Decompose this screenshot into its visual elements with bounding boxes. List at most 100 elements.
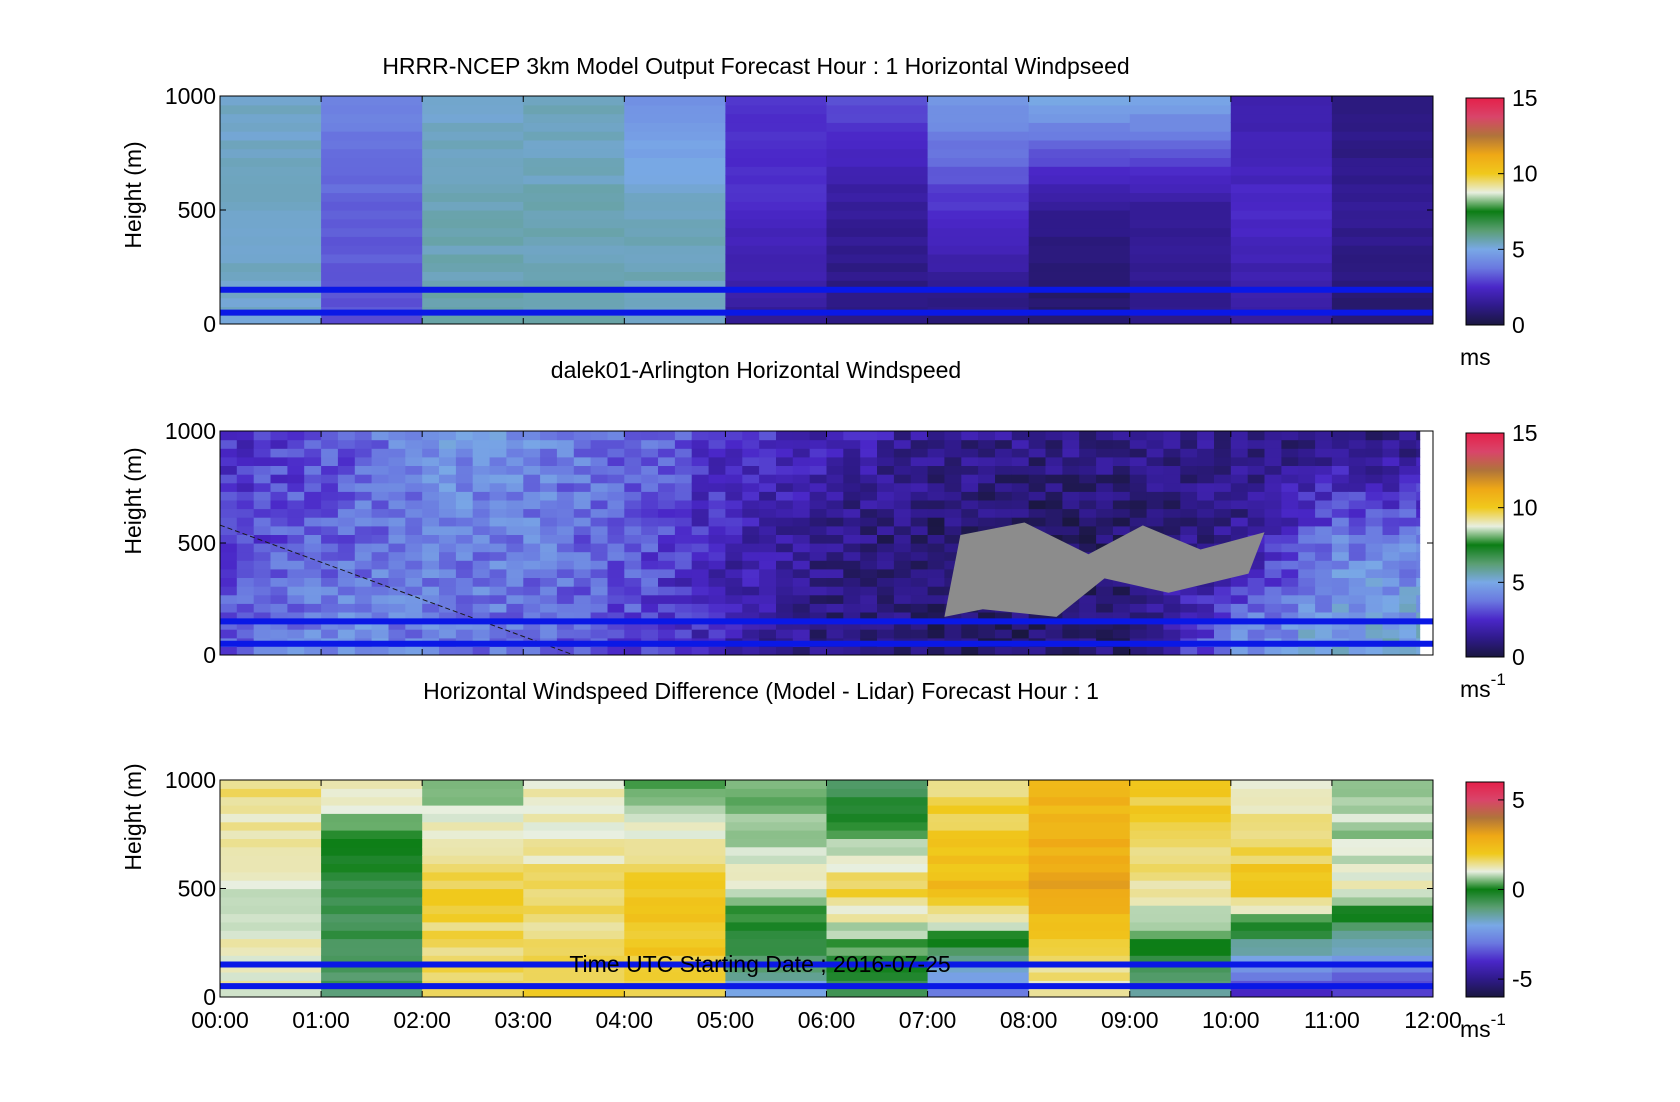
heatmap-cell (439, 482, 457, 492)
heatmap-cell (321, 620, 339, 630)
heatmap-cell (422, 439, 440, 449)
heatmap-cell (270, 499, 288, 510)
heatmap-cell (506, 499, 524, 510)
heatmap-cell (472, 646, 491, 655)
panel-model: HRRR-NCEP 3km Model Output Forecast Hour… (120, 53, 1538, 370)
heatmap-cell (725, 880, 828, 890)
heatmap-cell (523, 280, 625, 290)
heatmap-cell (1230, 646, 1249, 655)
heatmap-cell (1028, 439, 1047, 449)
heatmap-cell (927, 227, 1030, 237)
heatmap-cell (1214, 586, 1232, 596)
heatmap-cell (354, 577, 373, 587)
heatmap-cell (1230, 122, 1333, 132)
heatmap-cell (472, 439, 491, 449)
heatmap-cell (978, 611, 996, 622)
heatmap-cell (472, 577, 491, 587)
heatmap-cell (1247, 482, 1266, 492)
heatmap-cell (472, 620, 491, 630)
heatmap-cell (1112, 482, 1131, 492)
heatmap-cell (1331, 955, 1433, 965)
heatmap-cell (354, 534, 373, 544)
heatmap-cell (725, 913, 828, 923)
heatmap-cell (826, 448, 844, 458)
heatmap-cell (860, 620, 878, 630)
heatmap-cell (708, 482, 726, 492)
heatmap-cell (1079, 611, 1097, 622)
heatmap-cell (1399, 439, 1417, 449)
heatmap-cell (1129, 838, 1232, 848)
heatmap-cell (1298, 568, 1316, 578)
heatmap-cell (725, 586, 743, 596)
heatmap-cell (489, 620, 507, 630)
heatmap-cell (910, 482, 929, 492)
heatmap-cell (287, 491, 305, 501)
heatmap-cell (725, 201, 828, 211)
x-tick-label: 04:00 (596, 1007, 654, 1033)
heatmap-cell (1315, 474, 1333, 484)
heatmap-cell (523, 431, 541, 441)
heatmap-cell (927, 594, 945, 604)
heatmap-cell (809, 448, 828, 458)
heatmap-cell (691, 431, 710, 441)
heatmap-cell (422, 245, 524, 255)
heatmap-cell (927, 846, 1030, 856)
heatmap-cell (220, 499, 238, 510)
x-tick-label: 11:00 (1304, 1007, 1360, 1033)
heatmap-cell (354, 629, 373, 639)
heatmap-cell (371, 499, 389, 510)
heatmap-cell (523, 474, 541, 484)
heatmap-cell (877, 456, 895, 466)
heatmap-cell (1230, 245, 1333, 255)
heatmap-cell (1331, 465, 1350, 475)
heatmap-cell (1331, 805, 1433, 814)
heatmap-cell (1028, 863, 1131, 873)
heatmap-cell (944, 456, 962, 466)
heatmap-cell (489, 482, 507, 492)
heatmap-cell (1298, 491, 1316, 501)
heatmap-cell (472, 508, 491, 518)
heatmap-cell (944, 448, 962, 458)
heatmap-cell (1129, 805, 1232, 814)
heatmap-cell (641, 448, 659, 458)
heatmap-cell (523, 586, 541, 596)
heatmap-cell (523, 560, 541, 570)
heatmap-cell (556, 620, 575, 630)
heatmap-cell (1011, 517, 1030, 527)
heatmap-cell (624, 166, 726, 176)
heatmap-cell (540, 568, 558, 578)
heatmap-cell (1298, 611, 1316, 622)
heatmap-cell (826, 788, 929, 798)
heatmap-cell (422, 280, 524, 290)
heatmap-cell (658, 439, 676, 449)
heatmap-cell (1028, 174, 1131, 185)
heatmap-cell (1365, 603, 1383, 613)
heatmap-cell (1028, 218, 1131, 229)
heatmap-cell (725, 805, 828, 814)
heatmap-cell (1247, 586, 1266, 596)
heatmap-cell (860, 525, 878, 535)
heatmap-cell (253, 629, 272, 639)
y-tick-label: 1000 (165, 418, 216, 444)
heatmap-cell (624, 499, 642, 510)
heatmap-cell (877, 474, 895, 484)
heatmap-cell (877, 551, 895, 561)
heatmap-cell (321, 456, 339, 466)
heatmap-cell (658, 474, 676, 484)
heatmap-cell (1079, 474, 1097, 484)
heatmap-cell (573, 620, 592, 630)
heatmap-cell (995, 629, 1013, 639)
heatmap-cell (455, 629, 474, 639)
heatmap-cell (1365, 543, 1383, 553)
heatmap-cell (607, 534, 625, 544)
heatmap-cell (1028, 491, 1047, 501)
heatmap-cell (1365, 534, 1383, 544)
heatmap-cell (1331, 594, 1350, 604)
heatmap-cell (1129, 955, 1232, 965)
heatmap-cell (1281, 620, 1299, 630)
heatmap-cell (523, 846, 625, 856)
heatmap-cell (826, 846, 929, 856)
heatmap-cell (725, 227, 828, 237)
heatmap-cell (455, 508, 474, 518)
heatmap-cell (1129, 227, 1232, 237)
